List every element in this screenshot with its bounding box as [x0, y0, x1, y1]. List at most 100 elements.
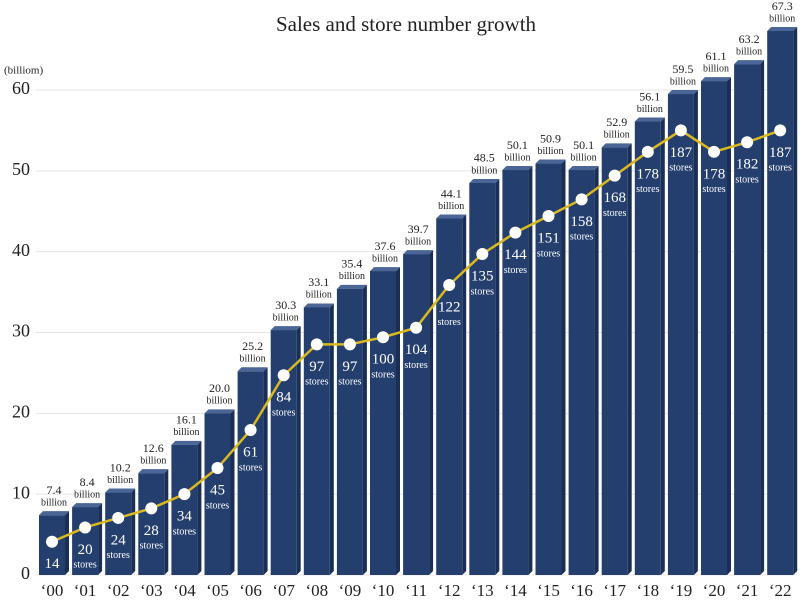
- bar-top: [502, 166, 533, 171]
- bar-value-label: 30.3: [275, 298, 296, 312]
- bar-top: [39, 511, 69, 516]
- bar-top: [734, 60, 765, 65]
- store-unit-label: stores: [735, 175, 758, 186]
- bar-unit-label: billion: [703, 63, 729, 74]
- x-tick-label: ‘12: [438, 581, 461, 600]
- chart-title: Sales and store number growth: [276, 12, 537, 36]
- store-dot: [46, 535, 58, 548]
- store-unit-label: stores: [73, 560, 96, 571]
- store-value-label: 20: [78, 542, 93, 558]
- bar-unit-label: billion: [637, 104, 663, 115]
- bar: [469, 182, 496, 576]
- x-tick-label: ‘07: [272, 581, 295, 600]
- bar: [171, 444, 198, 575]
- bar-side: [230, 409, 235, 575]
- store-value-label: 182: [736, 157, 759, 173]
- store-value-label: 104: [405, 342, 428, 358]
- bar-side: [495, 178, 500, 576]
- store-value-label: 135: [471, 268, 494, 284]
- bar: [336, 288, 363, 575]
- bar-top: [138, 469, 169, 474]
- store-value-label: 24: [111, 532, 127, 548]
- bar-unit-label: billion: [405, 236, 431, 247]
- bar-unit-label: billion: [107, 475, 133, 486]
- store-dot: [343, 338, 356, 351]
- bar-top: [667, 90, 698, 95]
- bar-top: [370, 267, 400, 272]
- store-dot: [244, 423, 257, 436]
- x-tick-label: ‘10: [372, 581, 395, 600]
- x-tick-label: ‘06: [239, 581, 262, 600]
- bar-side: [561, 159, 566, 575]
- bar-top: [303, 303, 334, 308]
- store-unit-label: stores: [404, 360, 427, 371]
- bar-unit-label: billion: [604, 130, 630, 141]
- store-dot: [145, 502, 158, 515]
- store-dot: [741, 136, 754, 149]
- bar: [535, 163, 562, 575]
- bar-top: [105, 488, 136, 493]
- store-dot: [211, 462, 224, 475]
- bar-value-label: 8.4: [80, 475, 95, 489]
- store-value-label: 61: [243, 444, 258, 460]
- bar-unit-label: billion: [769, 13, 795, 24]
- bar-side: [594, 166, 599, 575]
- bar-unit-label: billion: [306, 290, 332, 301]
- bar-unit-label: billion: [736, 46, 762, 57]
- x-tick-label: ‘00: [41, 581, 64, 600]
- bar-top: [72, 503, 103, 508]
- bar-unit-label: billion: [339, 271, 365, 282]
- bar-top: [469, 178, 500, 183]
- store-unit-label: stores: [107, 550, 130, 561]
- store-unit-label: stores: [603, 208, 626, 219]
- store-value-label: 178: [637, 166, 660, 182]
- store-dot: [277, 369, 290, 382]
- store-value-label: 144: [504, 247, 527, 263]
- store-dot: [410, 321, 423, 334]
- store-value-label: 178: [703, 166, 726, 182]
- bar-side: [329, 303, 334, 575]
- bar: [701, 81, 727, 575]
- bar-value-label: 20.0: [209, 381, 230, 395]
- x-tick-label: ‘18: [636, 581, 659, 600]
- store-dot: [674, 124, 687, 137]
- store-dot: [310, 338, 323, 351]
- bar: [237, 371, 264, 575]
- store-unit-label: stores: [206, 500, 229, 511]
- bar: [370, 271, 396, 575]
- x-tick-label: ‘15: [537, 581, 560, 600]
- bar-top: [767, 26, 798, 31]
- x-tick-label: ‘02: [107, 581, 130, 600]
- store-dot: [641, 145, 654, 158]
- store-value-label: 122: [438, 299, 461, 315]
- y-unit-label: (billiom): [4, 65, 43, 77]
- store-value-label: 28: [144, 523, 159, 539]
- bar-side: [396, 267, 400, 575]
- bar-top: [171, 440, 202, 445]
- store-unit-label: stores: [471, 286, 494, 297]
- bar-value-label: 10.2: [110, 460, 131, 474]
- bar-top: [535, 159, 566, 164]
- bar-unit-label: billion: [41, 497, 67, 508]
- bar-unit-label: billion: [140, 455, 166, 466]
- bar: [667, 94, 694, 576]
- store-dot: [708, 145, 720, 158]
- bar-unit-label: billion: [74, 489, 100, 500]
- bar-side: [65, 511, 69, 575]
- x-tick-label: ‘14: [504, 581, 527, 600]
- store-unit-label: stores: [371, 370, 394, 381]
- bar-side: [98, 503, 103, 575]
- bar-value-label: 33.1: [308, 275, 329, 289]
- bar: [105, 492, 132, 575]
- bar-side: [131, 488, 136, 575]
- store-value-label: 168: [603, 190, 626, 206]
- bar-value-label: 67.3: [772, 0, 793, 13]
- store-dot: [112, 511, 125, 524]
- bar: [601, 147, 628, 575]
- bar-value-label: 50.1: [573, 138, 594, 152]
- y-tick-label: 50: [12, 159, 30, 179]
- store-dot: [575, 193, 588, 206]
- y-tick-label: 20: [12, 401, 30, 421]
- y-tick-label: 0: [21, 563, 30, 583]
- bar-side: [793, 26, 798, 576]
